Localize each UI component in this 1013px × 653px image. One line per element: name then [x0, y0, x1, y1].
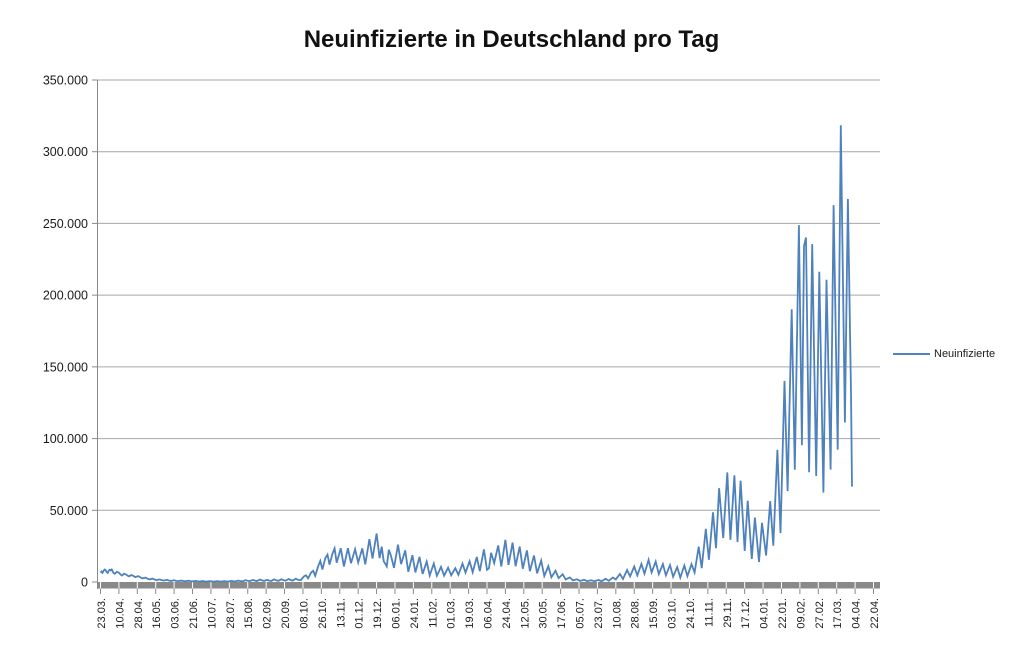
x-axis-label: 16.05. — [151, 598, 163, 629]
x-axis-label: 23.07. — [593, 598, 605, 629]
x-axis-label: 20.09. — [280, 598, 292, 629]
x-axis-label: 05.07. — [575, 598, 587, 629]
x-axis-label: 30.05. — [538, 598, 550, 629]
x-axis-label: 08.10. — [298, 598, 310, 629]
legend: Neuinfizierte — [893, 347, 995, 361]
x-axis-label: 27.02. — [814, 598, 826, 629]
x-axis-label: 09.02. — [795, 598, 807, 629]
legend-line-sample — [893, 353, 930, 355]
y-axis-label: 300.000 — [43, 145, 88, 159]
x-axis-label: 15.09. — [648, 598, 660, 629]
y-axis-label: 150.000 — [43, 360, 88, 374]
x-axis-label: 15.08. — [243, 598, 255, 629]
x-axis-label: 12.05. — [519, 598, 531, 629]
x-axis-label: 06.04. — [483, 598, 495, 629]
x-axis-label: 10.08. — [611, 598, 623, 629]
x-axis-label: 19.03. — [464, 598, 476, 629]
x-axis-label: 11.02. — [427, 598, 439, 628]
x-axis-label: 19.12. — [372, 598, 384, 629]
x-axis-label: 28.04. — [133, 598, 145, 629]
x-axis-label: 26.10. — [317, 598, 329, 629]
x-axis-label: 23.03. — [96, 598, 108, 629]
x-axis-line — [97, 582, 880, 589]
x-axis-label: 02.09. — [262, 598, 274, 629]
x-axis-label: 17.03. — [832, 598, 844, 629]
y-axis-label: 350.000 — [43, 74, 88, 88]
y-axis-label: 0 — [81, 576, 88, 590]
x-axis-label: 11.11. — [703, 598, 715, 627]
y-axis-label: 50.000 — [50, 504, 88, 518]
y-axis-label: 200.000 — [43, 289, 88, 303]
x-axis-label: 10.04. — [114, 598, 126, 629]
x-axis-label: 13.11. — [335, 598, 347, 628]
x-axis-label: 17.12. — [740, 598, 752, 629]
x-axis-label: 24.01. — [409, 598, 421, 629]
x-axis-label: 01.12. — [354, 598, 366, 629]
x-axis-label: 22.04. — [869, 598, 881, 629]
y-axis-label: 250.000 — [43, 217, 88, 231]
x-axis-label: 10.07. — [206, 598, 218, 629]
x-axis-label: 06.01. — [390, 598, 402, 629]
x-axis-label: 01.03. — [446, 598, 458, 629]
x-axis-label: 03.10. — [667, 598, 679, 629]
x-axis-label: 04.01. — [759, 598, 771, 629]
series-line — [99, 125, 853, 583]
x-axis-label: 28.07. — [225, 598, 237, 629]
legend-label: Neuinfizierte — [934, 348, 996, 360]
x-axis-label: 22.01. — [777, 598, 789, 629]
x-axis-label: 24.10. — [685, 598, 697, 629]
chart-title: Neuinfizierte in Deutschland pro Tag — [303, 26, 720, 53]
x-axis-label: 04.04. — [851, 598, 863, 629]
x-axis-label: 28.08. — [630, 598, 642, 629]
y-axis-label: 100.000 — [43, 432, 88, 446]
x-axis-label: 24.04. — [501, 598, 513, 629]
x-axis-label: 29.11. — [722, 598, 734, 628]
x-axis-label: 03.06. — [170, 598, 182, 629]
x-axis-label: 21.06. — [188, 598, 200, 629]
x-axis-label: 17.06. — [556, 598, 568, 629]
